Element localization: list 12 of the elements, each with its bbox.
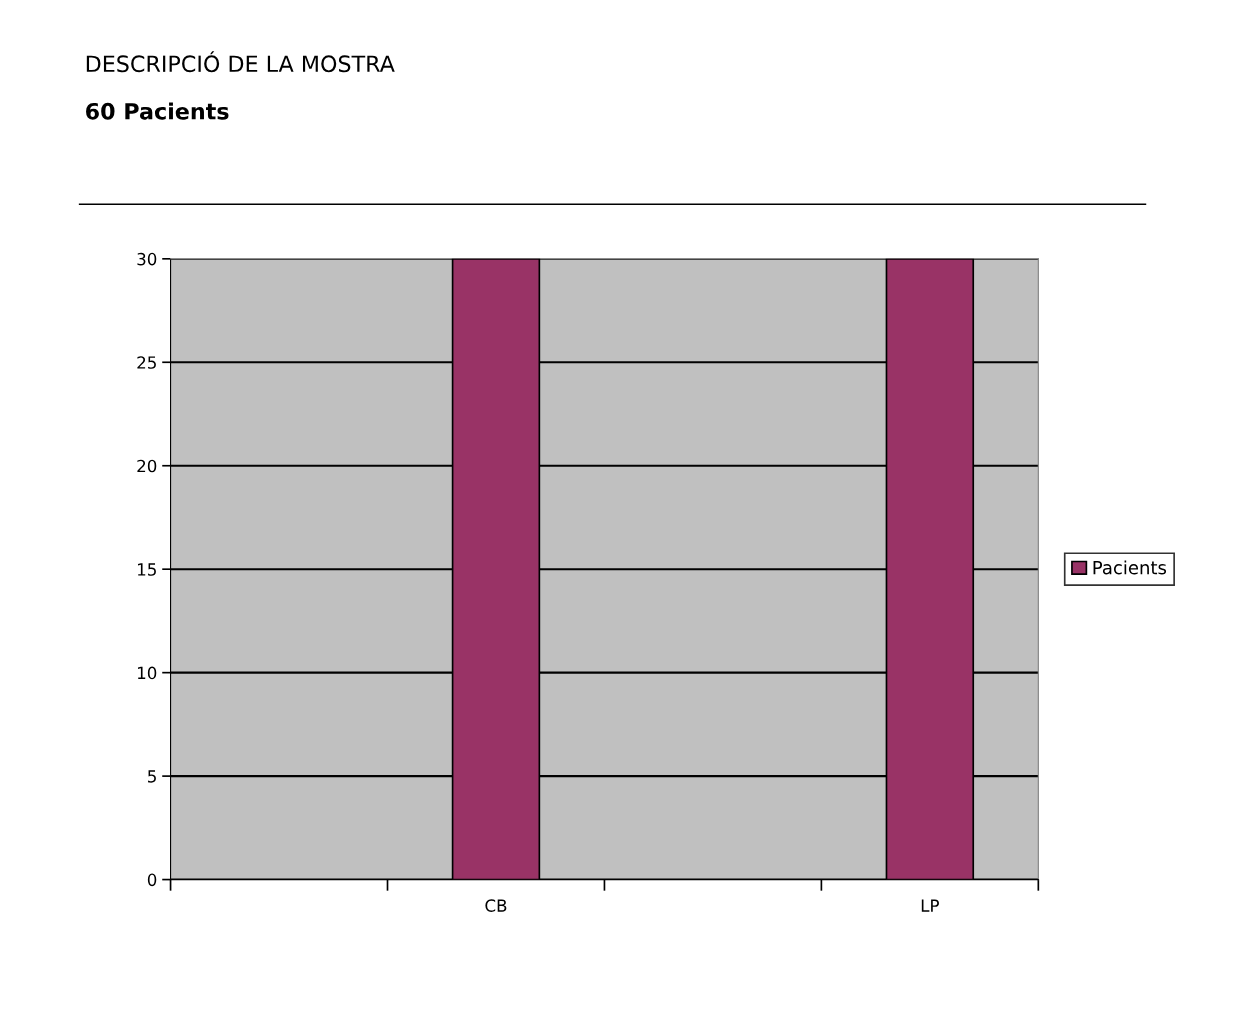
x-tick-label: CB xyxy=(485,899,507,912)
x-tick-label: LP xyxy=(921,899,939,912)
y-tick-label: 20 xyxy=(137,459,157,473)
y-tick-label: 10 xyxy=(137,666,157,680)
chart-title: DESCRIPCIÓ DE LA MOSTRA xyxy=(86,51,395,73)
chart-subtitle: 60 Pacients xyxy=(86,102,229,120)
y-tick-label: 25 xyxy=(137,356,156,369)
y-tick-label: 5 xyxy=(148,770,156,783)
legend-label: Pacients xyxy=(1093,560,1167,575)
y-tick-label: 30 xyxy=(137,252,157,266)
y-tick-label: 0 xyxy=(147,873,157,887)
y-tick-label: 15 xyxy=(137,563,156,576)
